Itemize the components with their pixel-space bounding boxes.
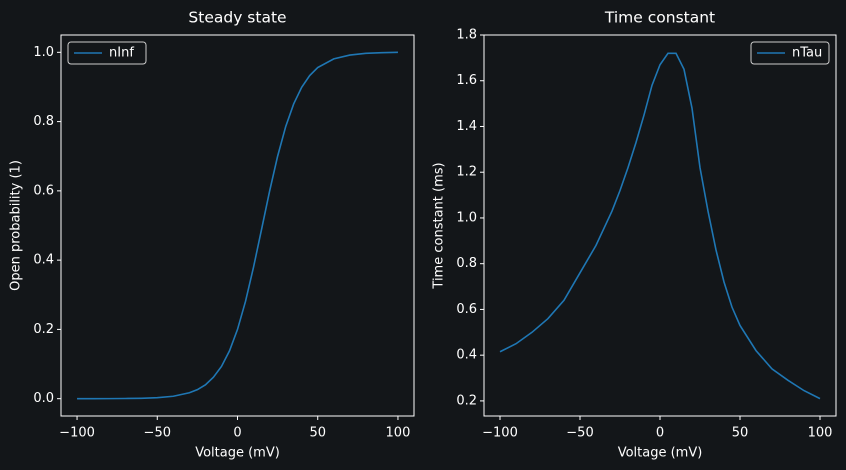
y-tick-label: 0.4 (456, 348, 477, 363)
y-tick-label: 0.8 (33, 114, 54, 129)
y-tick-label: 1.0 (456, 210, 477, 225)
y-tick-label: 0.8 (456, 256, 477, 271)
x-tick-label: 100 (386, 426, 411, 441)
line (77, 51, 398, 400)
x-tick-label: 0 (656, 426, 664, 441)
legend-label: nTau (792, 46, 822, 61)
y-tick-label: 1.0 (33, 45, 54, 60)
x-tick-label: −100 (482, 426, 518, 441)
x-axis-label: Voltage (mV) (195, 446, 280, 461)
y-tick-label: 0.6 (33, 183, 54, 198)
y-tick-label: 0.2 (456, 393, 477, 408)
x-tick-label: 50 (309, 426, 326, 441)
y-tick-label: 0.2 (33, 322, 54, 337)
x-tick-label: 100 (808, 426, 833, 441)
axes-frame (60, 34, 415, 417)
x-tick-label: −50 (144, 426, 171, 441)
y-tick-label: 1.8 (456, 28, 477, 43)
y-axis-label: Time constant (ms) (432, 162, 447, 289)
chart-title: Time constant (604, 9, 715, 27)
y-tick-label: 0.0 (33, 391, 54, 406)
y-tick-label: 0.6 (456, 302, 477, 317)
line (499, 52, 821, 400)
legend-box (67, 41, 147, 65)
x-tick-label: 0 (233, 426, 241, 441)
y-axis-label: Open probability (1) (9, 160, 24, 291)
chart-title: Steady state (188, 9, 286, 27)
y-tick-label: 1.4 (456, 119, 477, 134)
y-tick-label: 0.4 (33, 253, 54, 268)
legend-label: nInf (109, 46, 134, 61)
x-tick-label: −100 (59, 426, 95, 441)
legend-box (750, 41, 830, 65)
x-tick-label: 50 (732, 426, 749, 441)
y-tick-label: 1.6 (456, 73, 477, 88)
x-tick-label: −50 (566, 426, 593, 441)
y-tick-label: 1.2 (456, 165, 477, 180)
axes-frame (483, 34, 837, 417)
x-axis-label: Voltage (mV) (618, 446, 703, 461)
